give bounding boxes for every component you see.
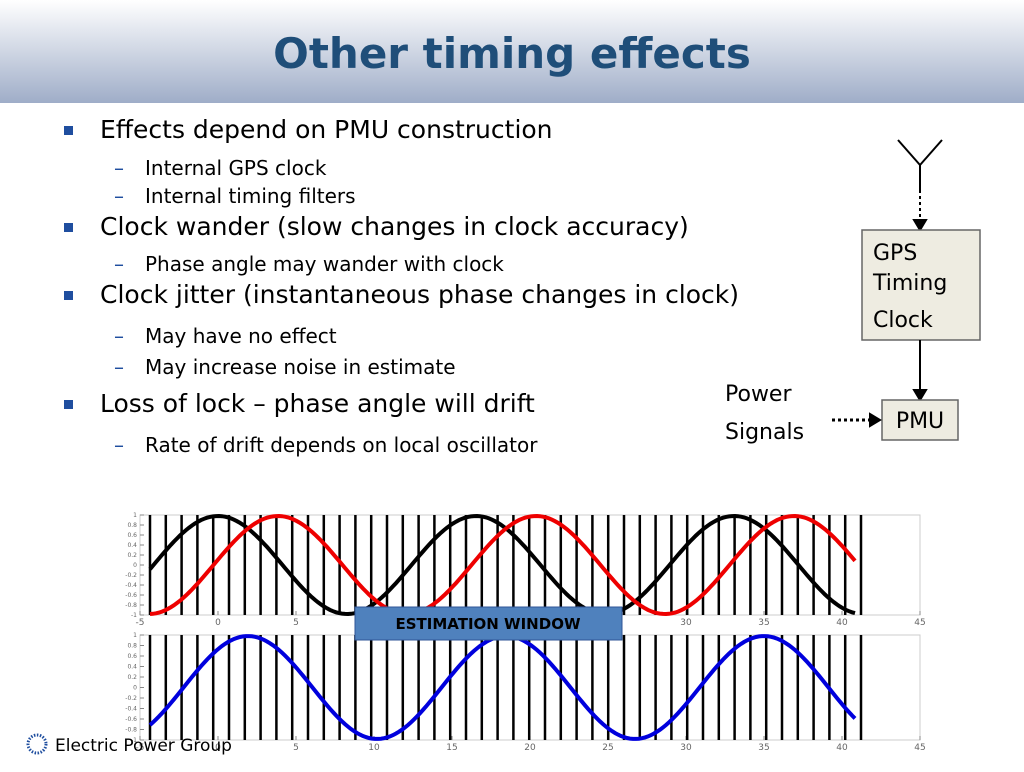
window-label: ESTIMATION WINDOW [395,615,580,633]
x-tick-label: 35 [758,618,769,628]
y-tick-label: 0.2 [127,552,137,559]
bullet-marker [64,223,73,232]
bullet-list: Effects depend on PMU construction– Inter… [64,115,739,457]
y-tick-label: -0.6 [125,592,137,599]
y-tick-label: -0.8 [125,727,137,734]
y-tick-label: 1 [133,632,137,639]
x-tick-label: 40 [836,618,848,628]
x-tick-label: 30 [680,743,692,753]
sub-dash: – [114,252,124,276]
sub-text: Rate of drift depends on local oscillato… [145,433,538,457]
logo-text: Electric Power Group [55,736,232,756]
power-label: Signals [725,420,804,445]
x-tick-label: -5 [136,743,145,753]
power-label: Power [725,382,792,407]
sub-dash: – [114,156,124,180]
sub-dash: – [114,433,124,457]
x-tick-label: 45 [914,618,925,628]
x-tick-label: 5 [293,743,299,753]
bullet-text: Clock jitter (instantaneous phase change… [100,280,739,309]
y-tick-label: 1 [133,512,137,519]
pmu-box [881,399,959,441]
gps-label: Timing [872,271,947,296]
logo-mark [26,733,48,755]
sub-text: May have no effect [145,324,337,348]
waveform [149,513,857,617]
sub-dash: – [114,355,124,379]
waveform [148,513,856,617]
header-band [0,0,1024,103]
x-tick-label: 45 [914,743,925,753]
y-tick-label: 0.2 [127,674,137,681]
y-tick-label: -0.8 [125,602,137,609]
waveform-plots: 10.80.60.40.20-0.2-0.4-0.6-0.8-1-5051015… [125,512,925,753]
x-tick-label: 10 [368,743,380,753]
x-tick-label: 0 [215,743,221,753]
bullet-text: Loss of lock – phase angle will drift [100,389,535,418]
x-tick-label: 15 [446,743,457,753]
gps-label: GPS [873,241,917,266]
diagram [832,139,981,441]
x-tick-label: 30 [680,618,692,628]
bullet-marker [64,291,73,300]
bullet-text: Clock wander (slow changes in clock accu… [100,212,689,241]
sub-text: May increase noise in estimate [145,355,456,379]
bullet-marker [64,126,73,135]
y-tick-label: 0.8 [127,643,137,650]
y-tick-label: 0.4 [127,664,137,671]
x-tick-label: 40 [836,743,848,753]
x-tick-label: 20 [524,743,536,753]
y-tick-label: 0.4 [127,542,137,549]
y-tick-label: -1 [131,737,137,744]
sub-dash: – [114,324,124,348]
y-tick-label: -0.4 [125,582,137,589]
arrowhead [869,412,882,428]
y-tick-label: -0.4 [125,706,137,713]
antenna [897,139,921,166]
sub-dash: – [114,184,124,208]
pmu-label: PMU [896,409,944,434]
x-tick-label: 25 [602,743,613,753]
x-tick-label: 5 [293,618,299,628]
window-box [354,606,623,641]
logo: Electric Power Group [26,733,232,756]
arrowhead [912,219,928,232]
bullet-marker [64,400,73,409]
y-tick-label: 0.6 [127,653,137,660]
sub-text: Internal timing filters [145,184,356,208]
y-tick-label: -0.2 [125,695,137,702]
sub-text: Phase angle may wander with clock [145,252,504,276]
y-tick-label: 0.6 [127,532,137,539]
bullet-text: Effects depend on PMU construction [100,115,553,144]
title: Other timing effects [273,29,751,78]
y-tick-label: -1 [131,612,137,619]
y-tick-label: 0.8 [127,522,137,529]
gps-label: Clock [873,308,933,333]
y-tick-label: 0 [133,562,137,569]
x-tick-label: 35 [758,743,769,753]
sub-text: Internal GPS clock [145,156,327,180]
arrowhead [912,389,928,402]
y-tick-label: -0.2 [125,572,137,579]
antenna [919,139,943,166]
y-tick-label: -0.6 [125,716,137,723]
x-tick-label: -5 [136,618,145,628]
y-tick-label: 0 [133,685,137,692]
x-tick-label: 0 [215,618,221,628]
